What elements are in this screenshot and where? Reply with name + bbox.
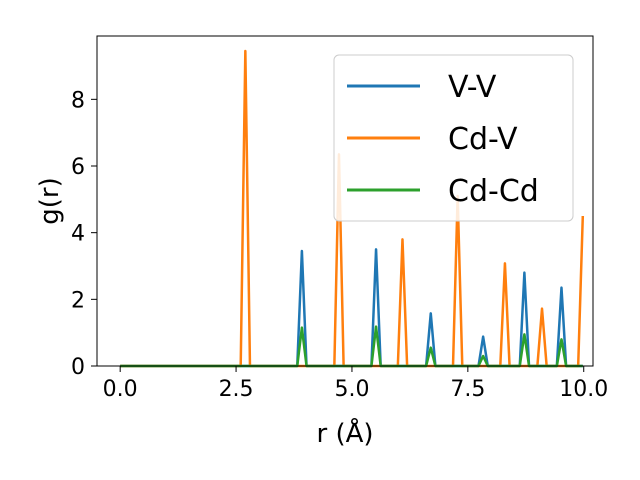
y-tick-label: 0 bbox=[71, 355, 85, 380]
plot-frame bbox=[96, 35, 594, 367]
x-axis-label: r (Å) bbox=[316, 417, 373, 449]
y-tick-label: 8 bbox=[71, 88, 85, 113]
y-tick-label: 4 bbox=[71, 222, 85, 247]
x-tick-label: 2.5 bbox=[219, 377, 254, 402]
y-axis-ticks: 0 2 4 6 8 bbox=[71, 88, 97, 380]
legend-label-v-v: V-V bbox=[448, 70, 497, 105]
legend-box bbox=[333, 54, 574, 222]
x-tick-label: 0.0 bbox=[103, 377, 138, 402]
y-tick-label: 6 bbox=[71, 155, 85, 180]
x-tick-label: 5.0 bbox=[334, 377, 369, 402]
legend: V-V Cd-V Cd-Cd bbox=[333, 54, 574, 222]
legend-label-cd-cd: Cd-Cd bbox=[448, 174, 539, 209]
y-axis-label: g(r) bbox=[35, 177, 65, 224]
x-tick-label: 10.0 bbox=[559, 377, 608, 402]
y-tick-label: 2 bbox=[71, 288, 85, 313]
x-tick-label: 7.5 bbox=[450, 377, 485, 402]
x-axis-ticks: 0.0 2.5 5.0 7.5 10.0 bbox=[103, 366, 608, 402]
legend-label-cd-v: Cd-V bbox=[448, 122, 518, 157]
